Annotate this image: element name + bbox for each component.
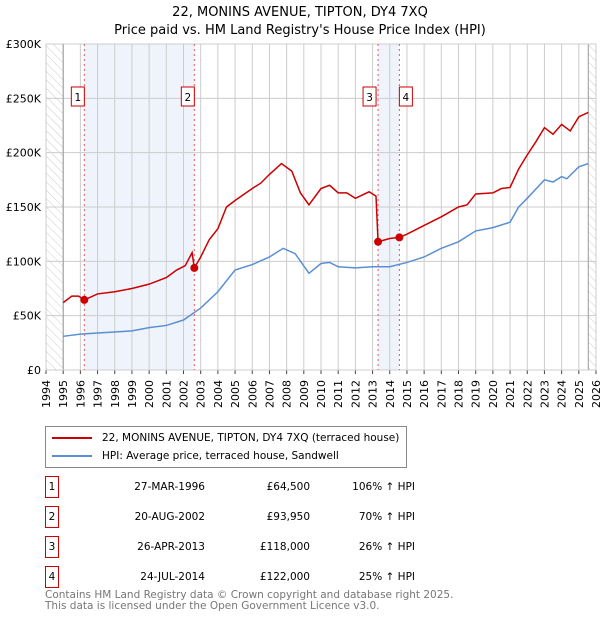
sale-date: 26-APR-2013 <box>137 541 205 553</box>
plot-border <box>45 43 597 371</box>
sale-row: 2 20-AUG-2002 £93,950 70% ↑ HPI <box>45 506 445 528</box>
x-tick-label: 2009 <box>298 380 311 408</box>
x-tick-label: 2024 <box>556 380 569 408</box>
x-tick-label: 2004 <box>212 380 225 408</box>
sale-row: 4 24-JUL-2014 £122,000 25% ↑ HPI <box>45 566 445 588</box>
sale-hpi: 26% ↑ HPI <box>358 541 415 553</box>
sale-marker: 1 <box>45 476 59 498</box>
sale-label: 2 <box>184 92 191 104</box>
x-tick-label: 2026 <box>590 380 600 408</box>
sale-point <box>190 263 199 272</box>
sale-price: £64,500 <box>266 481 310 493</box>
x-tick-label: 2006 <box>246 380 259 408</box>
x-tick-label: 2002 <box>178 380 191 408</box>
x-tick-label: 2013 <box>367 380 380 408</box>
x-tick-label: 2025 <box>573 380 586 408</box>
x-tick-label: 2016 <box>418 380 431 408</box>
sale-label-box <box>362 86 377 107</box>
sale-label: 3 <box>366 92 373 104</box>
legend-label: 22, MONINS AVENUE, TIPTON, DY4 7XQ (terr… <box>102 432 400 444</box>
x-tick-label: 2012 <box>349 380 362 408</box>
sale-date: 27-MAR-1996 <box>134 481 205 493</box>
x-tick-label: 2020 <box>487 380 500 408</box>
y-tick-label: £300K <box>6 38 42 51</box>
x-tick-label: 1994 <box>40 380 53 408</box>
x-tick-label: 2005 <box>229 380 242 408</box>
sale-price: £122,000 <box>259 571 310 583</box>
sale-label-box <box>180 86 195 107</box>
x-tick-label: 1995 <box>57 380 70 408</box>
sale-point <box>80 295 89 304</box>
sale-date: 20-AUG-2002 <box>134 511 205 523</box>
series-line <box>62 111 589 304</box>
x-tick-label: 2017 <box>435 380 448 408</box>
legend-swatch-red <box>52 437 92 439</box>
x-tick-label: 1999 <box>126 380 139 408</box>
sale-marker: 4 <box>45 566 59 588</box>
legend-item-property: 22, MONINS AVENUE, TIPTON, DY4 7XQ (terr… <box>52 432 399 444</box>
sale-label-box <box>398 86 413 107</box>
sale-label: 1 <box>74 92 81 104</box>
x-tick-label: 2007 <box>263 380 276 408</box>
sale-marker: 3 <box>45 536 59 558</box>
sale-point <box>395 233 404 242</box>
chart: 1994 1995 1996 1997 1998 1999 2000 2001 2002 2003… <box>6 38 600 408</box>
sale-price: £93,950 <box>266 511 310 523</box>
legend: 22, MONINS AVENUE, TIPTON, DY4 7XQ (terr… <box>45 426 407 468</box>
x-tick-label: 2008 <box>281 380 294 408</box>
x-tick-label: 2000 <box>143 380 156 408</box>
sale-row: 3 26-APR-2013 £118,000 26% ↑ HPI <box>45 536 445 558</box>
x-tick-label: 2001 <box>160 380 173 408</box>
y-tick-label: £200K <box>6 147 42 160</box>
x-tick-label: 2014 <box>384 380 397 408</box>
x-tick-label: 1998 <box>109 380 122 408</box>
sale-hpi: 70% ↑ HPI <box>358 511 415 523</box>
subtitle: Price paid vs. HM Land Registry's House … <box>114 23 486 38</box>
y-tick-label: £0 <box>27 364 41 377</box>
legend-swatch-blue <box>52 455 92 457</box>
sale-row: 1 27-MAR-1996 £64,500 106% ↑ HPI <box>45 476 445 498</box>
x-tick-label: 2011 <box>332 380 345 408</box>
sale-hpi: 106% ↑ HPI <box>352 481 415 493</box>
chart-title: 22, MONINS AVENUE, TIPTON, DY4 7XQ Price… <box>0 4 600 40</box>
y-tick-label: £250K <box>6 92 42 105</box>
sale-label-box <box>70 86 85 107</box>
x-tick-label: 2010 <box>315 380 328 408</box>
y-tick-label: £100K <box>6 255 42 268</box>
x-tick-label: 2018 <box>453 380 466 408</box>
title: 22, MONINS AVENUE, TIPTON, DY4 7XQ <box>172 5 428 20</box>
series-line <box>63 162 589 338</box>
x-tick-label: 2023 <box>538 380 551 408</box>
legend-item-hpi: HPI: Average price, terraced house, Sand… <box>52 450 339 462</box>
sale-label: 4 <box>403 92 410 104</box>
footer-licence: This data is licensed under the Open Gov… <box>45 600 380 612</box>
sale-marker: 2 <box>45 506 59 528</box>
x-tick-label: 2015 <box>401 380 414 408</box>
x-tick-label: 2021 <box>504 380 517 408</box>
sale-price: £118,000 <box>259 541 310 553</box>
sale-point <box>374 237 383 246</box>
x-tick-label: 2022 <box>521 380 534 408</box>
x-tick-label: 2003 <box>195 380 208 408</box>
y-tick-label: £150K <box>6 201 42 214</box>
sale-date: 24-JUL-2014 <box>140 571 205 583</box>
legend-label: HPI: Average price, terraced house, Sand… <box>102 450 339 462</box>
footer: Contains HM Land Registry data © Crown c… <box>45 590 453 612</box>
x-tick-label: 1997 <box>92 380 105 408</box>
footer-copyright: Contains HM Land Registry data © Crown c… <box>45 589 454 601</box>
sale-hpi: 25% ↑ HPI <box>358 571 415 583</box>
x-tick-label: 2019 <box>470 380 483 408</box>
y-tick-label: £50K <box>13 310 42 323</box>
x-tick-label: 1996 <box>74 380 87 408</box>
